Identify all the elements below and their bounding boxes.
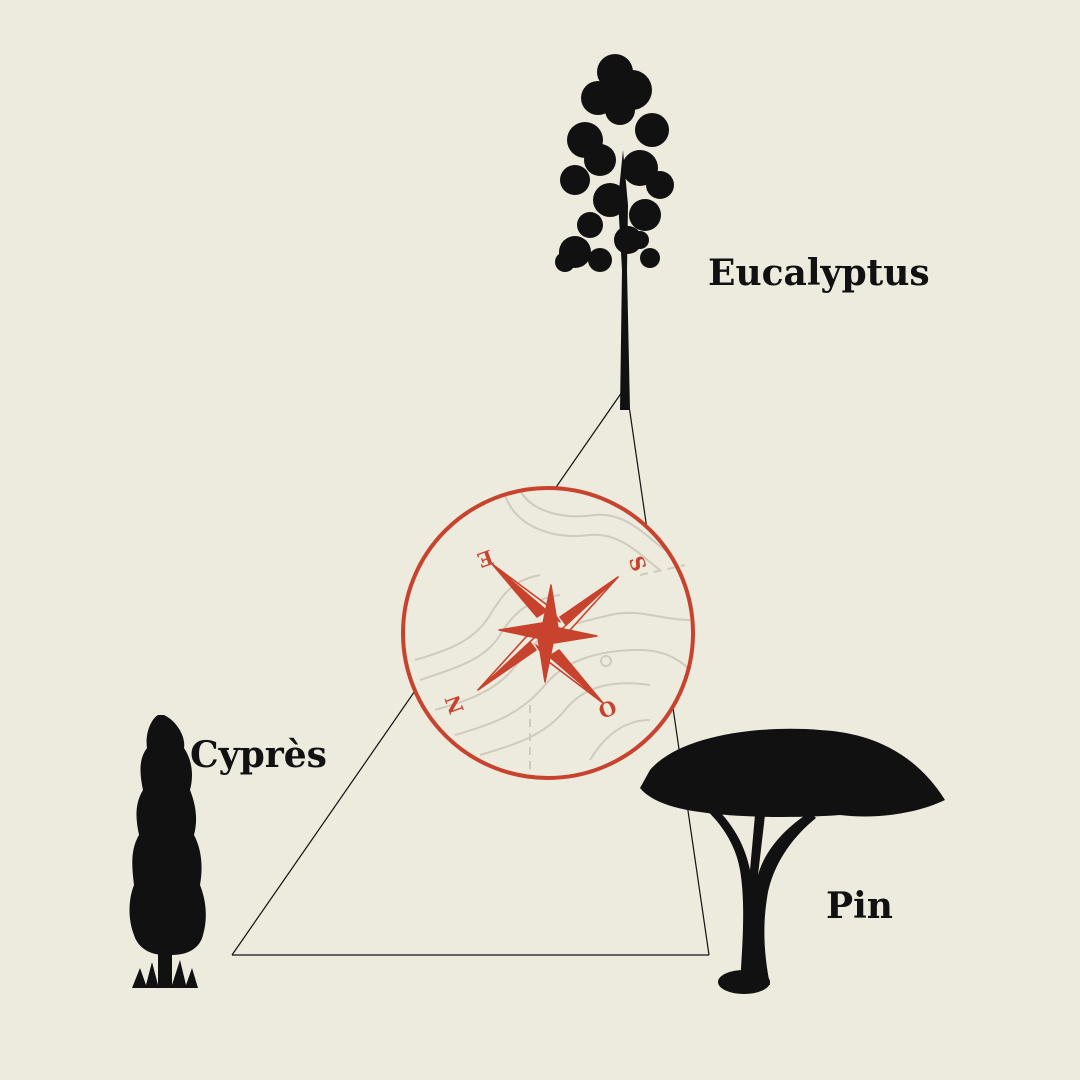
compass-rose-icon: E S N O <box>401 486 695 780</box>
cypress-tree-icon <box>129 715 206 988</box>
eucalyptus-tree-icon <box>555 54 674 410</box>
tree-label-eucalyptus: Eucalyptus <box>708 252 930 294</box>
pine-tree-icon <box>640 728 945 994</box>
topographic-contours <box>414 489 691 775</box>
tree-label-cypres: Cyprès <box>190 734 327 776</box>
compass-star <box>477 563 619 704</box>
tree-label-pin: Pin <box>826 885 893 927</box>
compass-ring <box>401 486 695 780</box>
